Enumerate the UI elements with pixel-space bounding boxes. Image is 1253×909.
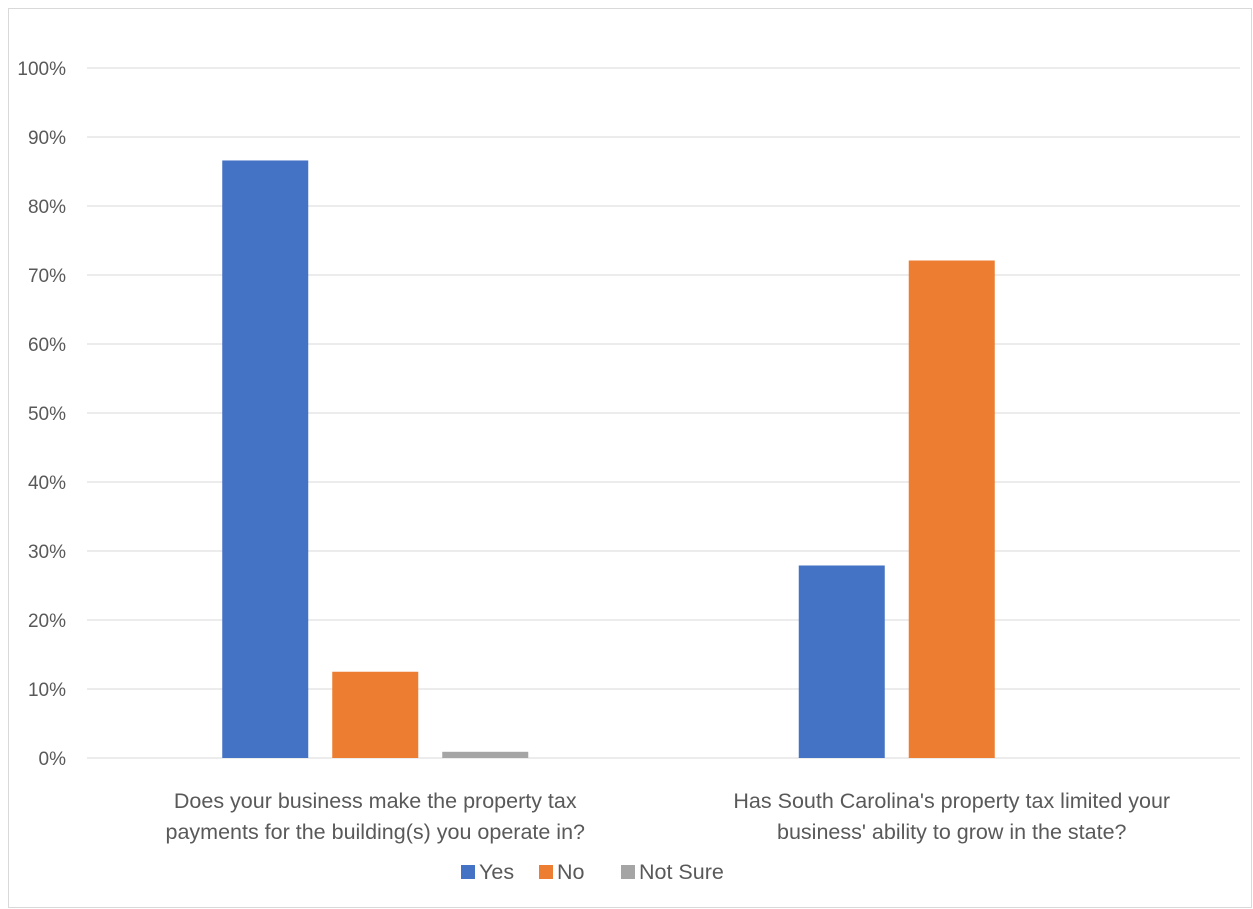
y-tick-label: 10% <box>28 680 66 701</box>
x-category-label: Has South Carolina's property tax limite… <box>733 789 1170 844</box>
y-tick-label: 30% <box>28 542 66 563</box>
bar-not-sure <box>442 751 529 758</box>
y-tick-label: 100% <box>17 59 66 80</box>
legend-item: Yes <box>461 860 514 884</box>
bar-no <box>332 671 419 758</box>
legend-swatch <box>539 865 553 879</box>
y-tick-label: 70% <box>28 266 66 287</box>
y-axis-ticks: 0% 10% 20% 30% 40% 50% 60% 70% 80% 90% 100% <box>17 59 66 770</box>
legend-item: Not Sure <box>621 860 724 884</box>
x-category-label-line: payments for the building(s) you operate… <box>166 820 586 844</box>
x-category-label-line: business' ability to grow in the state? <box>777 820 1127 844</box>
legend-label: No <box>557 860 585 884</box>
legend-item: No <box>539 860 585 884</box>
bar-yes <box>798 565 885 758</box>
x-axis-categories: Does your business make the property tax… <box>166 789 1171 844</box>
legend-label: Yes <box>479 860 514 884</box>
legend-label: Not Sure <box>639 860 724 884</box>
bars <box>222 160 995 758</box>
legend-swatch <box>461 865 475 879</box>
legend-swatch <box>621 865 635 879</box>
x-category-label-line: Does your business make the property tax <box>174 789 577 813</box>
y-tick-label: 60% <box>28 335 66 356</box>
y-tick-label: 20% <box>28 611 66 632</box>
x-category-label: Does your business make the property tax… <box>166 789 586 844</box>
y-tick-label: 50% <box>28 404 66 425</box>
bar-no <box>908 260 995 758</box>
y-tick-label: 80% <box>28 197 66 218</box>
x-category-label-line: Has South Carolina's property tax limite… <box>733 789 1170 813</box>
y-tick-label: 0% <box>39 749 67 770</box>
y-tick-label: 40% <box>28 473 66 494</box>
legend: Yes No Not Sure <box>461 860 724 884</box>
y-tick-label: 90% <box>28 128 66 149</box>
bar-yes <box>222 160 309 758</box>
